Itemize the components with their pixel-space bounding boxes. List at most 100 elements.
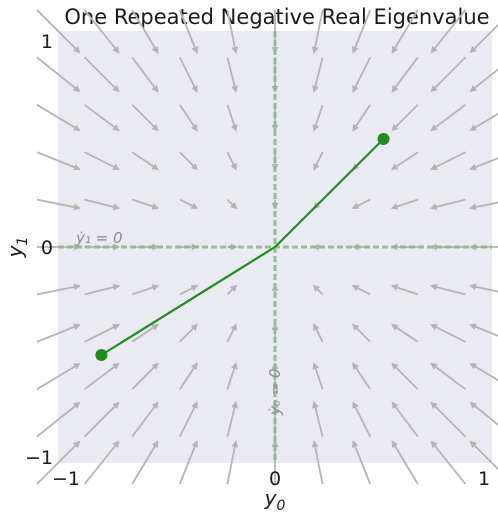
chart-title: One Repeated Negative Real Eigenvalue [64, 5, 489, 29]
field-arrow [226, 362, 238, 390]
field-arrow [84, 198, 121, 211]
x-tick-label: 1 [478, 468, 490, 490]
field-arrow [83, 401, 120, 438]
field-arrow [131, 198, 160, 210]
field-arrow [178, 9, 198, 54]
field-arrow [312, 362, 324, 390]
trajectories [95, 133, 390, 361]
field-arrow [226, 440, 239, 485]
field-arrow [430, 362, 466, 390]
field-arrow [178, 56, 198, 93]
field-arrow [311, 9, 324, 54]
field-arrow [352, 56, 372, 93]
field-arrow [179, 104, 198, 132]
field-arrow [351, 198, 371, 209]
y-axis-label: y1 [3, 237, 31, 259]
field-arrow [469, 157, 498, 171]
field-arrow [36, 151, 81, 171]
field-arrow [352, 104, 371, 132]
y-tick-label: 1 [41, 31, 53, 53]
field-arrow [36, 198, 81, 211]
field-arrow [179, 198, 199, 209]
field-arrow [430, 104, 466, 132]
field-arrow [352, 440, 372, 485]
field-arrow [390, 151, 419, 171]
field-arrow [84, 104, 120, 132]
field-arrow [179, 362, 198, 390]
field-arrow [390, 198, 419, 210]
field-arrow [430, 9, 467, 54]
field-arrow [179, 323, 199, 343]
field-arrow [391, 104, 419, 132]
field-arrow [36, 440, 81, 485]
field-arrow [430, 324, 466, 343]
field-arrow [391, 440, 419, 485]
field-arrow [469, 283, 498, 293]
field-arrow [311, 440, 324, 485]
trajectory-start-point-1 [377, 133, 390, 145]
field-arrow [469, 362, 498, 382]
field-arrow [226, 401, 238, 437]
field-arrow [429, 283, 466, 296]
field-arrow [430, 440, 467, 485]
field-arrow [36, 323, 81, 343]
field-arrow [131, 401, 159, 438]
field-arrow [312, 284, 324, 296]
vector-field [36, 9, 498, 485]
trajectory-start-point-2 [95, 349, 108, 361]
field-arrow [352, 401, 372, 438]
field-arrow [84, 151, 120, 170]
axis-ticks: −1 0 1 1 0 −1 [25, 31, 490, 490]
field-arrow [226, 198, 238, 210]
y-tick-label: 0 [41, 237, 53, 259]
field-arrow [430, 151, 466, 170]
field-arrow [226, 57, 238, 93]
field-arrow [469, 112, 498, 132]
field-arrow [179, 285, 199, 296]
field-arrow [469, 68, 498, 93]
field-arrow [36, 104, 81, 132]
field-arrow [430, 56, 467, 93]
field-arrow [312, 104, 324, 132]
trajectory-line-1 [274, 138, 385, 248]
field-arrow [83, 56, 120, 93]
x-axis-label: y0 [264, 486, 286, 514]
field-arrow [84, 362, 120, 390]
field-arrow [36, 362, 81, 390]
field-arrow [390, 284, 419, 296]
field-arrow [352, 9, 372, 54]
field-arrow [36, 9, 81, 54]
field-arrow [178, 401, 198, 438]
field-arrow [131, 104, 159, 132]
field-arrow [36, 56, 81, 93]
field-arrow [226, 104, 238, 132]
x-tick-label: −1 [52, 468, 80, 490]
field-arrow [391, 9, 419, 54]
field-arrow [469, 23, 498, 54]
field-arrow [226, 9, 239, 54]
field-arrow [391, 401, 419, 438]
field-arrow [131, 56, 159, 93]
field-arrow [131, 151, 160, 171]
field-arrow [390, 323, 419, 343]
field-arrow [36, 283, 81, 296]
field-arrow [178, 440, 198, 485]
field-arrow [391, 56, 419, 93]
x-tick-label: 0 [269, 468, 281, 490]
y-tick-label: −1 [25, 447, 53, 469]
field-arrow [131, 362, 159, 390]
field-arrow [226, 323, 237, 343]
field-arrow [469, 401, 498, 426]
field-arrow [469, 440, 498, 471]
field-arrow [226, 151, 237, 171]
field-arrow [84, 283, 121, 296]
nullcline-label-y0: ẏ₀ = 0 [266, 368, 284, 416]
field-arrow [84, 324, 120, 343]
nullcline-label-y1: ẏ₁ = 0 [75, 229, 123, 247]
field-arrow [391, 362, 419, 390]
field-arrow [131, 440, 159, 485]
field-arrow [226, 284, 238, 296]
field-arrow [352, 362, 371, 390]
field-arrow [131, 284, 160, 296]
